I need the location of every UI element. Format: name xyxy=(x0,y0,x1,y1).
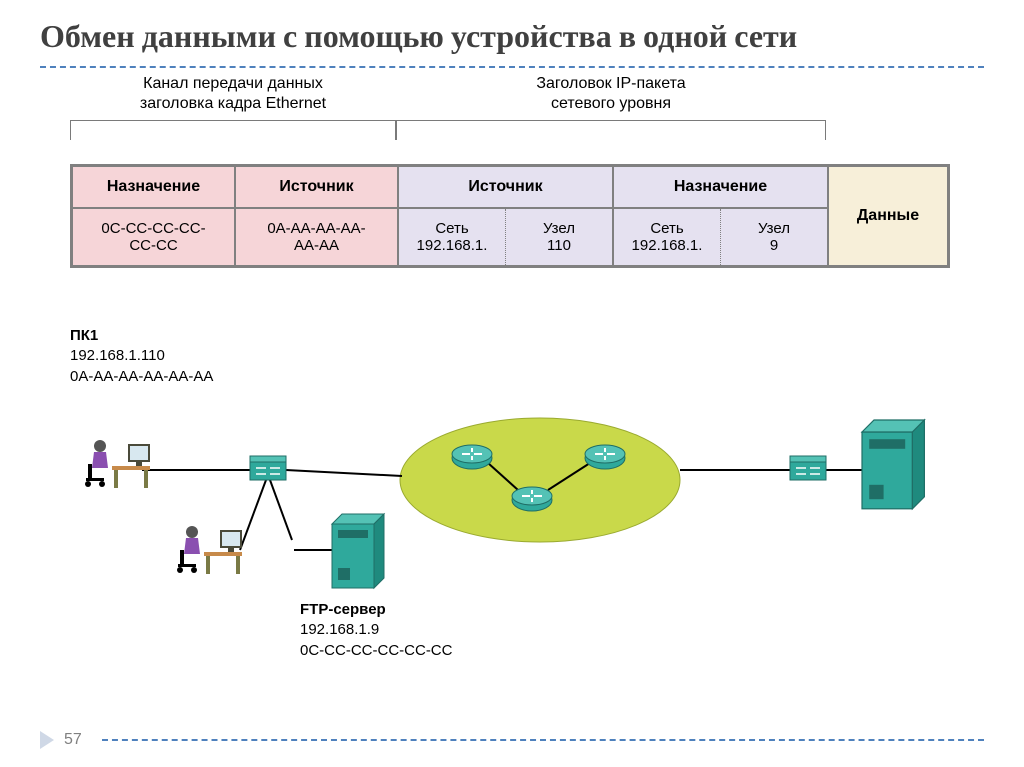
workstation-icon xyxy=(85,440,150,488)
switch-icon xyxy=(790,456,826,480)
hdr-eth-dest: Назначение xyxy=(72,166,235,208)
hdr-ip-dest: Назначение xyxy=(613,166,828,208)
host-pc1-label: ПК1 192.168.1.110 0A-AA-AA-AA-AA-AA xyxy=(70,326,213,387)
footer: 57 xyxy=(0,731,1024,749)
footer-rule xyxy=(102,739,984,741)
val-eth-dest: 0C-CC-CC-CC- CC-CC xyxy=(72,208,235,266)
bracket-eth-shape xyxy=(70,120,396,140)
hdr-ip-src: Источник xyxy=(398,166,613,208)
router-icon xyxy=(585,445,625,469)
network-diagram: FTP-сервер 192.168.1.9 0C-CC-CC-CC-CC-CC xyxy=(70,390,950,670)
ip-dest-net-l2: 192.168.1. xyxy=(632,237,703,254)
bracket-ip: Заголовок IP-пакета сетевого уровня xyxy=(396,74,826,140)
val-eth-src: 0A-AA-AA-AA- AA-AA xyxy=(235,208,398,266)
bracket-eth-l1: Канал передачи данных xyxy=(143,75,323,92)
bracket-ip-l1: Заголовок IP-пакета xyxy=(536,75,685,92)
ip-src-net-l1: Сеть xyxy=(435,220,468,237)
ip-src-host-l2: 110 xyxy=(547,237,571,254)
title-rule xyxy=(40,66,984,68)
hdr-eth-src: Источник xyxy=(235,166,398,208)
hdr-data: Данные xyxy=(828,166,948,266)
ip-dest-net-l1: Сеть xyxy=(650,220,683,237)
page-arrow-icon xyxy=(40,731,54,749)
slide-title: Обмен данными с помощью устройства в одн… xyxy=(0,0,1024,62)
cloud xyxy=(400,418,680,542)
packet-table: Назначение Источник Источник Назначение … xyxy=(70,164,950,268)
val-ip-src: Сеть 192.168.1. Узел 110 xyxy=(398,208,613,266)
val-ip-dest: Сеть 192.168.1. Узел 9 xyxy=(613,208,828,266)
pc1-ip: 192.168.1.110 xyxy=(70,347,165,364)
server-icon xyxy=(332,514,384,588)
router-icon xyxy=(512,487,552,511)
host-ftp-label: FTP-сервер 192.168.1.9 0C-CC-CC-CC-CC-CC xyxy=(300,600,452,661)
ip-src-net-l2: 192.168.1. xyxy=(417,237,488,254)
bracket-ethernet: Канал передачи данных заголовка кадра Et… xyxy=(70,74,396,140)
workstation-icon xyxy=(177,526,242,574)
ftp-mac: 0C-CC-CC-CC-CC-CC xyxy=(300,642,452,659)
ip-dest-host-l2: 9 xyxy=(770,237,778,254)
router-icon xyxy=(452,445,492,469)
bracket-ip-l2: сетевого уровня xyxy=(551,95,671,112)
ip-src-host-l1: Узел xyxy=(543,220,575,237)
bracket-row: Канал передачи данных заголовка кадра Et… xyxy=(70,74,954,164)
ftp-name: FTP-сервер xyxy=(300,601,386,618)
ip-dest-host-l1: Узел xyxy=(758,220,790,237)
pc1-mac: 0A-AA-AA-AA-AA-AA xyxy=(70,368,213,385)
bracket-eth-l2: заголовка кадра Ethernet xyxy=(140,95,326,112)
server-icon xyxy=(862,420,924,509)
bracket-ip-shape xyxy=(396,120,826,140)
ftp-ip: 192.168.1.9 xyxy=(300,621,379,638)
switch-icon xyxy=(250,456,286,480)
net-svg xyxy=(70,390,950,670)
page-number: 57 xyxy=(64,731,82,749)
pc1-name: ПК1 xyxy=(70,327,98,344)
